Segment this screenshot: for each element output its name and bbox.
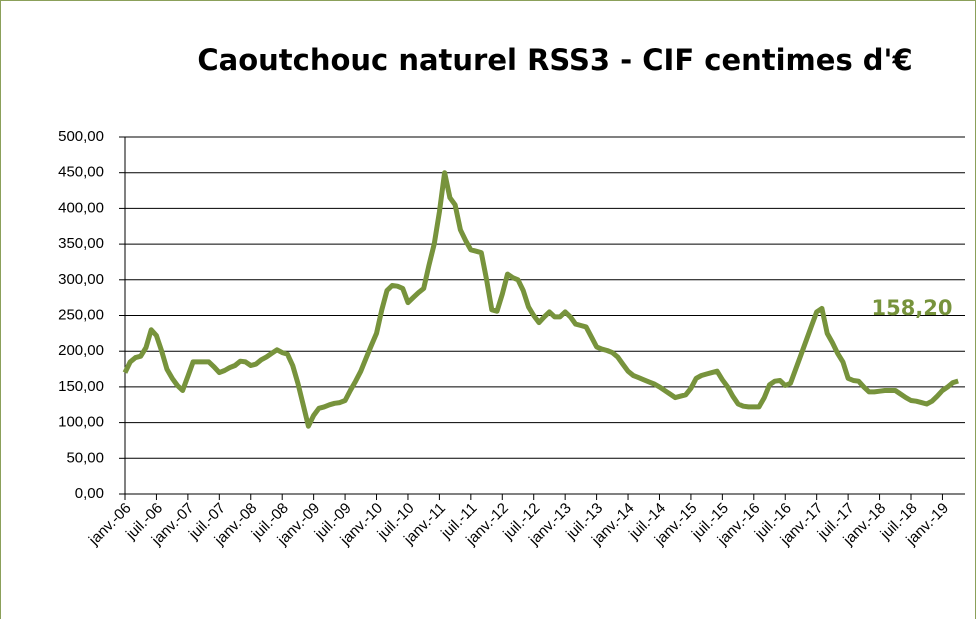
chart-title: Caoutchouc naturel RSS3 - CIF centimes d…	[197, 43, 912, 77]
y-tick-label: 250,00	[58, 306, 104, 323]
y-tick-label: 500,00	[58, 128, 104, 145]
y-tick-label: 400,00	[58, 199, 104, 216]
y-tick-label: 100,00	[58, 414, 104, 431]
y-tick-label: 450,00	[58, 164, 104, 181]
y-tick-label: 0,00	[75, 485, 104, 502]
y-tick-label: 50,00	[66, 449, 104, 466]
annotation: 158,20	[871, 296, 952, 320]
y-tick-label: 200,00	[58, 342, 104, 359]
data-line	[122, 170, 959, 429]
y-tick-label: 300,00	[58, 271, 104, 288]
y-tick-label: 350,00	[58, 235, 104, 252]
y-tick-label: 150,00	[58, 378, 104, 395]
